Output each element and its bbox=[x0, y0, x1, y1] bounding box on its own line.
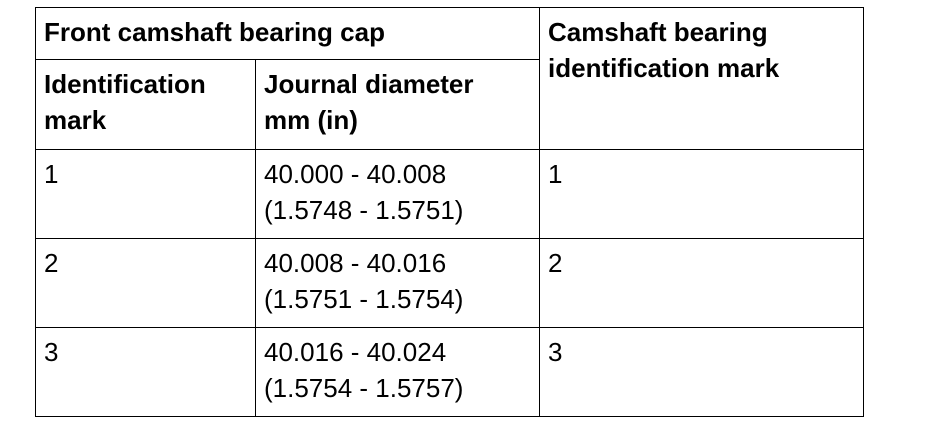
diameter-mm: 40.008 - 40.016 bbox=[264, 248, 447, 278]
col1-header-line2: mark bbox=[44, 105, 107, 135]
right-header-line1: Camshaft bearing bbox=[548, 17, 768, 47]
identification-mark-cell: 2 bbox=[35, 238, 256, 328]
col1-header-line1: Identification bbox=[44, 69, 206, 99]
bearing-mark-cell: 3 bbox=[539, 327, 864, 417]
journal-diameter-header: Journal diameter mm (in) bbox=[255, 59, 540, 150]
col2-header-line2: mm (in) bbox=[264, 105, 358, 135]
diameter-mm: 40.016 - 40.024 bbox=[264, 337, 447, 367]
group-header-label: Front camshaft bearing cap bbox=[44, 17, 385, 47]
diameter-in: (1.5751 - 1.5754) bbox=[264, 284, 464, 314]
identification-mark-cell: 3 bbox=[35, 327, 256, 417]
front-camshaft-bearing-cap-header: Front camshaft bearing cap bbox=[35, 7, 540, 60]
bearing-mark-cell: 1 bbox=[539, 149, 864, 239]
table-row: 3 40.016 - 40.024 (1.5754 - 1.5757) 3 bbox=[35, 327, 864, 417]
identification-mark-cell: 1 bbox=[35, 149, 256, 239]
camshaft-bearing-identification-mark-header: Camshaft bearing identification mark bbox=[539, 7, 864, 150]
identification-mark-header: Identification mark bbox=[35, 59, 256, 150]
journal-diameter-cell: 40.000 - 40.008 (1.5748 - 1.5751) bbox=[255, 149, 540, 239]
diameter-in: (1.5748 - 1.5751) bbox=[264, 195, 464, 225]
col2-header-line1: Journal diameter bbox=[264, 69, 474, 99]
right-header-line2: identification mark bbox=[548, 53, 780, 83]
diameter-mm: 40.000 - 40.008 bbox=[264, 159, 447, 189]
header-row-group: Front camshaft bearing cap Camshaft bear… bbox=[35, 7, 864, 150]
bearing-mark-cell: 2 bbox=[539, 238, 864, 328]
diameter-in: (1.5754 - 1.5757) bbox=[264, 373, 464, 403]
journal-diameter-cell: 40.016 - 40.024 (1.5754 - 1.5757) bbox=[255, 327, 540, 417]
camshaft-bearing-table: Front camshaft bearing cap Camshaft bear… bbox=[35, 7, 864, 417]
table-body: 1 40.000 - 40.008 (1.5748 - 1.5751) 1 2 … bbox=[35, 149, 864, 417]
table-row: 2 40.008 - 40.016 (1.5751 - 1.5754) 2 bbox=[35, 238, 864, 328]
table-row: 1 40.000 - 40.008 (1.5748 - 1.5751) 1 bbox=[35, 149, 864, 239]
journal-diameter-cell: 40.008 - 40.016 (1.5751 - 1.5754) bbox=[255, 238, 540, 328]
table-header: Front camshaft bearing cap Camshaft bear… bbox=[35, 7, 864, 150]
